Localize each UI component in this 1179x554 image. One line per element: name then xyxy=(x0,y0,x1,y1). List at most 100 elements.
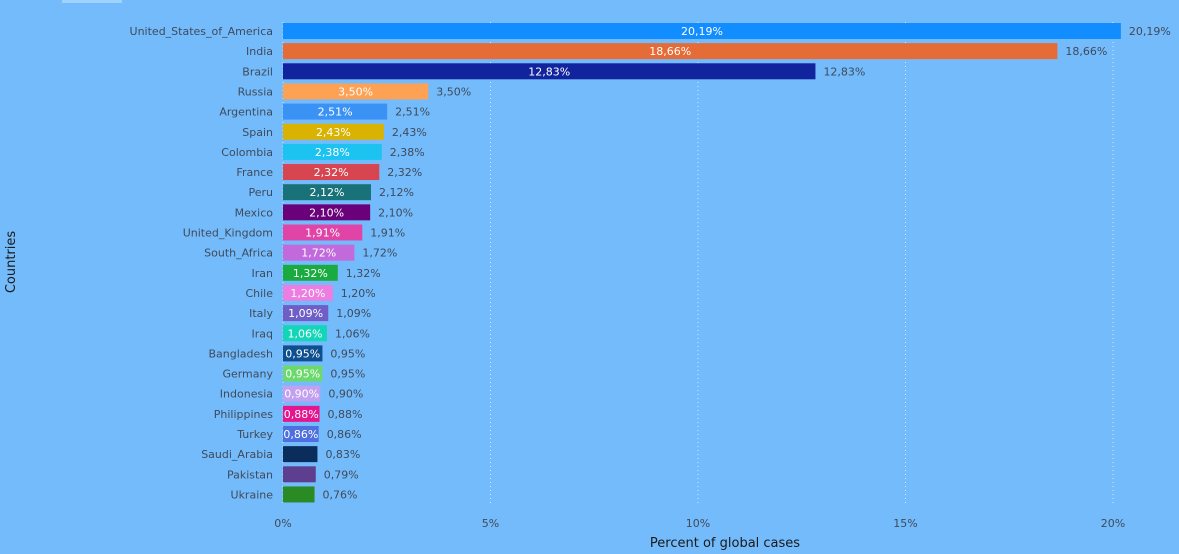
bar[interactable] xyxy=(283,83,429,100)
bar[interactable] xyxy=(283,184,371,201)
bar-value-label: 1,09% xyxy=(336,307,371,320)
category-label: Chile xyxy=(245,287,273,300)
bar[interactable] xyxy=(283,204,371,221)
bar-value-label: 2,32% xyxy=(387,166,422,179)
x-tick-label: 20% xyxy=(1101,517,1125,530)
bar[interactable] xyxy=(283,63,816,80)
bar[interactable] xyxy=(283,123,384,140)
bar[interactable] xyxy=(283,224,363,241)
category-label: Philippines xyxy=(214,408,274,421)
bar-value-label: 12,83% xyxy=(823,65,865,78)
bar-inner-value-label: 1,20% xyxy=(290,287,325,300)
category-label: Spain xyxy=(242,126,273,139)
bar-inner-value-label: 20,19% xyxy=(681,25,723,38)
bar-inner-value-label: 0,90% xyxy=(284,388,319,401)
bar-value-label: 0,83% xyxy=(325,448,360,461)
category-label: South_Africa xyxy=(204,247,273,260)
category-label: Russia xyxy=(238,85,273,98)
x-tick-label: 5% xyxy=(482,517,499,530)
category-label: Argentina xyxy=(219,106,273,119)
x-tick-label: 15% xyxy=(893,517,917,530)
labels: United_States_of_America 20,19% 20,19% Indi… xyxy=(130,25,1171,501)
bar-inner-value-label: 12,83% xyxy=(528,65,570,78)
category-label: Iran xyxy=(252,267,274,280)
category-label: Saudi_Arabia xyxy=(201,448,273,461)
bar-value-label: 3,50% xyxy=(436,85,471,98)
category-label: Pakistan xyxy=(227,468,273,481)
bar-inner-value-label: 0,95% xyxy=(285,347,320,360)
bar-value-label: 1,72% xyxy=(362,247,397,260)
bar-inner-value-label: 3,50% xyxy=(338,85,373,98)
bar[interactable] xyxy=(283,345,323,362)
bar[interactable] xyxy=(283,264,338,281)
bar[interactable] xyxy=(283,466,316,483)
x-tick-label: 10% xyxy=(686,517,710,530)
bar[interactable] xyxy=(283,365,323,382)
bar[interactable] xyxy=(283,305,329,322)
bar-inner-value-label: 2,43% xyxy=(316,126,351,139)
category-label: India xyxy=(246,45,273,58)
bar[interactable] xyxy=(283,164,380,181)
bar-inner-value-label: 2,38% xyxy=(315,146,350,159)
bar-inner-value-label: 0,95% xyxy=(285,368,320,381)
bar-value-label: 0,76% xyxy=(323,488,358,501)
category-label: Italy xyxy=(249,307,273,320)
bar-inner-value-label: 1,91% xyxy=(305,227,340,240)
bar-inner-value-label: 1,06% xyxy=(288,327,323,340)
top-tab-indicator xyxy=(62,0,122,3)
bar-inner-value-label: 0,88% xyxy=(284,408,319,421)
bar[interactable] xyxy=(283,325,327,342)
x-tick-label: 0% xyxy=(274,517,291,530)
category-label: United_Kingdom xyxy=(183,227,273,240)
category-label: Ukraine xyxy=(231,488,274,501)
bar-inner-value-label: 18,66% xyxy=(649,45,691,58)
category-label: Colombia xyxy=(221,146,273,159)
bar-inner-value-label: 2,32% xyxy=(314,166,349,179)
bar-value-label: 0,90% xyxy=(328,388,363,401)
bar[interactable] xyxy=(283,43,1058,60)
bar-value-label: 18,66% xyxy=(1065,45,1107,58)
category-label: Mexico xyxy=(235,206,274,219)
bar-value-label: 1,06% xyxy=(335,327,370,340)
category-label: Brazil xyxy=(242,65,273,78)
bar-inner-value-label: 2,12% xyxy=(310,186,345,199)
bar[interactable] xyxy=(283,405,320,422)
bar-value-label: 2,43% xyxy=(392,126,427,139)
bar-value-label: 20,19% xyxy=(1129,25,1171,38)
bar-inner-value-label: 1,32% xyxy=(293,267,328,280)
bar[interactable] xyxy=(283,486,315,503)
bar-value-label: 2,12% xyxy=(379,186,414,199)
bar-value-label: 2,51% xyxy=(395,106,430,119)
category-label: Turkey xyxy=(236,428,273,441)
bar[interactable] xyxy=(283,143,382,160)
bar-value-label: 1,20% xyxy=(341,287,376,300)
category-label: Peru xyxy=(248,186,273,199)
category-label: Indonesia xyxy=(220,388,273,401)
bar-value-label: 1,91% xyxy=(370,227,405,240)
bar-value-label: 1,32% xyxy=(346,267,381,280)
bar-inner-value-label: 0,86% xyxy=(283,428,318,441)
bar-value-label: 0,88% xyxy=(328,408,363,421)
y-axis-title: Countries xyxy=(4,231,19,294)
x-axis: 0% 5% 10% 15% 20% xyxy=(274,517,1125,530)
bar[interactable] xyxy=(283,103,388,120)
bars xyxy=(283,23,1121,503)
bar-value-label: 0,79% xyxy=(324,468,359,481)
category-label: Iraq xyxy=(252,327,274,340)
bar[interactable] xyxy=(283,385,321,402)
bar[interactable] xyxy=(283,446,318,463)
x-axis-title: Percent of global cases xyxy=(650,536,800,551)
bar-value-label: 0,95% xyxy=(330,368,365,381)
bar-inner-value-label: 2,10% xyxy=(309,206,344,219)
bar[interactable] xyxy=(283,23,1121,39)
bar[interactable] xyxy=(283,244,355,261)
bar[interactable] xyxy=(283,284,333,301)
bar-value-label: 2,38% xyxy=(390,146,425,159)
bar-inner-value-label: 1,72% xyxy=(301,247,336,260)
bar-inner-value-label: 1,09% xyxy=(288,307,323,320)
bar-inner-value-label: 2,51% xyxy=(318,106,353,119)
bar-value-label: 2,10% xyxy=(378,206,413,219)
bar[interactable] xyxy=(283,426,319,442)
